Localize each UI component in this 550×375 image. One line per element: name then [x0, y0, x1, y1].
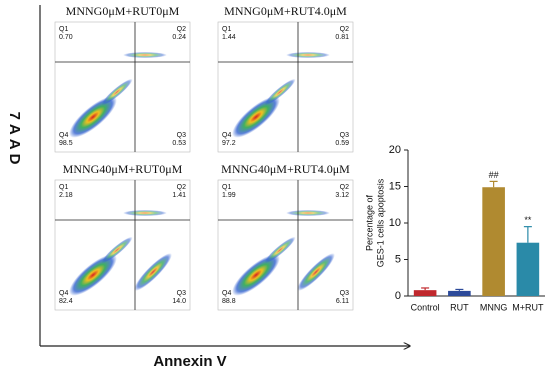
- quadrant-value: 2.18: [59, 192, 73, 199]
- y-tick-label: 20: [389, 144, 401, 156]
- y-axis-label: GES-1 cells apoptosis: [375, 178, 385, 267]
- quadrant-label: Q2: [340, 26, 349, 33]
- quadrant-value: 0.59: [335, 140, 349, 147]
- x-tick-label: M+RUT: [512, 302, 544, 312]
- quadrant-value: 6.11: [336, 298, 349, 305]
- bar: [482, 187, 505, 296]
- quadrant-label: Q1: [222, 26, 231, 33]
- quadrant-value: 14.0: [172, 298, 186, 305]
- quadrant-value: 0.70: [59, 34, 73, 41]
- quadrant-value: 0.24: [172, 34, 186, 41]
- density-blob: [101, 78, 133, 106]
- y-tick-label: 0: [395, 290, 401, 302]
- density-blob: [101, 236, 133, 264]
- quadrant-value: 88.8: [222, 298, 236, 305]
- y-axis-label: Percentage of: [364, 194, 374, 251]
- density-blob: [69, 254, 117, 296]
- y-tick-label: 5: [395, 253, 401, 265]
- bar: [413, 290, 437, 296]
- quadrant-value: 1.44: [222, 34, 236, 41]
- plot-title: MNNG0μM+RUT4.0μM: [224, 4, 347, 18]
- quadrant-label: Q4: [222, 132, 231, 139]
- quadrant-label: Q1: [222, 184, 231, 191]
- density-blob: [286, 210, 330, 216]
- quadrant-value: 0.53: [172, 140, 186, 147]
- y-tick-label: 15: [389, 180, 401, 192]
- quadrant-value: 1.41: [172, 192, 186, 199]
- density-blob: [232, 254, 280, 296]
- quadrant-label: Q1: [59, 184, 68, 191]
- bar: [516, 242, 540, 296]
- quadrant-value: 0.81: [335, 34, 349, 41]
- plot-title: MNNG40μM+RUT0μM: [63, 162, 183, 176]
- density-blob: [123, 210, 167, 216]
- density-blob: [297, 253, 335, 291]
- quadrant-label: Q2: [177, 184, 186, 191]
- y-axis-label: 7AAD: [6, 112, 23, 169]
- bar-chart: 0 5 10 15 20 Percentage of GES-1 cells apoptos…: [364, 144, 545, 312]
- quadrant-value: 82.4: [59, 298, 73, 305]
- quadrant-label: Q4: [222, 290, 231, 297]
- x-tick-label: Control: [411, 302, 440, 312]
- density-blob: [264, 236, 296, 264]
- density-blob: [69, 96, 117, 138]
- flow-plots: MNNG0μM+RUT0μMQ10.70Q20.24Q498.5Q30.53MN…: [54, 4, 354, 311]
- quadrant-label: Q3: [340, 132, 349, 139]
- density-blob: [134, 253, 172, 291]
- bar: [448, 290, 471, 296]
- x-axis-label: Annexin V: [153, 353, 226, 370]
- quadrant-value: 98.5: [59, 140, 73, 147]
- quadrant-label: Q3: [340, 290, 349, 297]
- quadrant-value: 97.2: [222, 140, 236, 147]
- quadrant-label: Q3: [177, 132, 186, 139]
- density-blob: [232, 96, 280, 138]
- quadrant-label: Q3: [177, 290, 186, 297]
- x-tick-label: MNNG: [480, 302, 508, 312]
- quadrant-value: 3.12: [335, 192, 349, 199]
- significance-label: **: [524, 215, 532, 225]
- quadrant-label: Q4: [59, 290, 68, 297]
- quadrant-value: 1.99: [222, 192, 236, 199]
- x-tick-label: RUT: [450, 302, 469, 312]
- plot-title: MNNG40μM+RUT4.0μM: [221, 162, 350, 176]
- plot-title: MNNG0μM+RUT0μM: [66, 4, 180, 18]
- y-tick-label: 10: [389, 217, 401, 229]
- density-blob: [286, 52, 330, 58]
- significance-label: ##: [489, 170, 499, 180]
- quadrant-label: Q2: [340, 184, 349, 191]
- density-blob: [123, 52, 167, 58]
- quadrant-label: Q2: [177, 26, 186, 33]
- quadrant-label: Q4: [59, 132, 68, 139]
- quadrant-label: Q1: [59, 26, 68, 33]
- density-blob: [264, 78, 296, 106]
